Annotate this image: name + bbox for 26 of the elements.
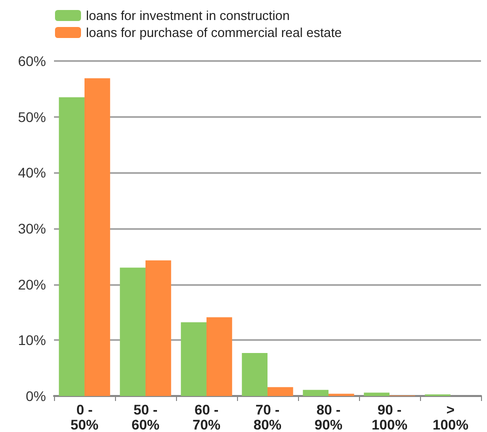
y-tick-label: 60% (18, 53, 46, 69)
bar (242, 353, 268, 396)
x-tick-label: 60 - 70% (192, 402, 222, 432)
bar (146, 260, 172, 396)
x-tick-label: 70 - 80% (253, 402, 282, 432)
x-tick-label: 80 - 90% (314, 402, 344, 432)
y-tick-label: 50% (18, 108, 46, 125)
x-tick-label: 0 - 50% (70, 402, 100, 432)
y-tick-label: 30% (18, 220, 46, 236)
bar (206, 317, 232, 396)
bar (180, 322, 206, 396)
bar (268, 387, 294, 396)
x-tick-label: 90 - 100% (372, 402, 408, 432)
bar (120, 268, 146, 396)
bar (302, 390, 328, 396)
legend-label: loans for purchase of commercial real estate (86, 25, 342, 40)
y-tick-label: 40% (18, 164, 46, 181)
y-tick-label: 10% (18, 332, 46, 348)
x-tick-label: 50 - 60% (131, 402, 160, 432)
bar (58, 97, 84, 396)
y-tick-label: 20% (18, 276, 46, 292)
x-tick-label: > 100% (432, 402, 469, 432)
y-tick-label: 0% (26, 388, 46, 404)
bar (84, 78, 110, 396)
legend-label: loans for investment in construction (86, 8, 290, 23)
bar (364, 392, 390, 396)
